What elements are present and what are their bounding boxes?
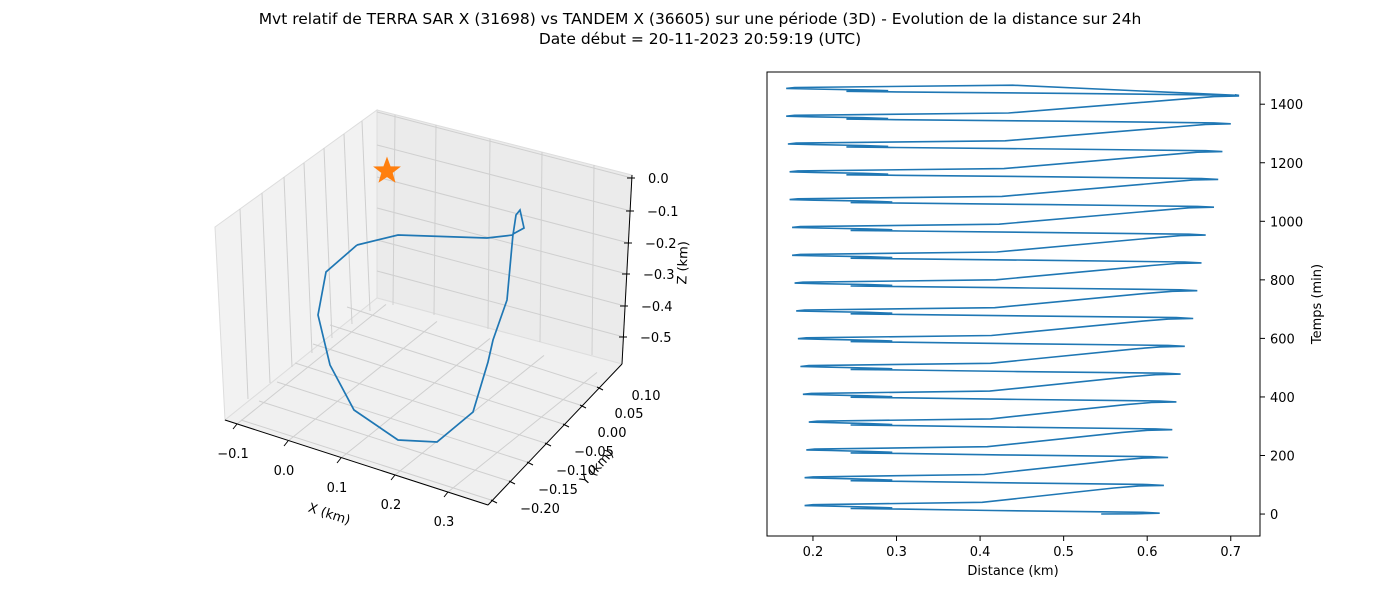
x-tick-label-2d: 0.2 [803, 545, 824, 560]
z-grid-3d [376, 144, 632, 212]
x-grid-3d [287, 321, 438, 442]
x-tick-label-3d: 0.0 [274, 464, 295, 479]
y-tick-label-3d: −0.15 [538, 483, 578, 498]
z-grid-3d [376, 239, 626, 307]
y-tick-label-3d: 0.10 [632, 389, 661, 404]
y-tick-3d [596, 386, 604, 391]
x-tick-3d [443, 491, 449, 498]
y-tick-label-2d: 600 [1270, 332, 1295, 347]
y-tick-3d [490, 499, 498, 504]
y-tick-label-3d: 0.05 [615, 407, 644, 422]
y-grid-3d [276, 381, 528, 463]
z-grid-3d [376, 270, 625, 338]
x-tick-label-2d: 0.7 [1220, 545, 1241, 560]
y-tick-label-2d: 200 [1270, 449, 1295, 464]
x-grid-3d [236, 304, 387, 425]
pane-grid-3d [433, 124, 437, 316]
x-tick-label-2d: 0.6 [1137, 545, 1158, 560]
pane-grid-3d [283, 176, 293, 368]
plot-2d-frame [766, 71, 1261, 537]
z-tick-label-3d: 0.0 [648, 172, 669, 187]
z-tick-label-3d: −0.4 [641, 300, 673, 315]
x-tick-label-3d: −0.1 [217, 447, 249, 462]
origin-star-marker [373, 156, 401, 183]
pane-grid-3d [323, 147, 333, 339]
ticks-3d: −0.10.00.10.20.3−0.20−0.15−0.10−0.050.00… [217, 172, 678, 530]
y-tick-3d [579, 404, 587, 409]
chart-title-line1: Mvt relatif de TERRA SAR X (31698) vs TA… [258, 10, 1142, 28]
z-axis-label-3d: Z (km) [675, 241, 692, 285]
plot-3d-trajectory: −0.10.00.10.20.3−0.20−0.15−0.10−0.050.00… [214, 109, 692, 530]
pane-grid-3d [487, 138, 491, 330]
trajectory-3d-line [317, 208, 525, 443]
pane-grid-3d [539, 151, 543, 343]
y-tick-label-2d: 1000 [1270, 215, 1303, 230]
pane-grid-3d [239, 208, 249, 400]
y-tick-label-3d: −0.05 [574, 445, 614, 460]
x-tick-label-3d: 0.2 [381, 498, 402, 513]
y-tick-3d [562, 423, 570, 428]
ticks-2d: 0.2 0.3 0.4 0.5 0.6 0.7 0 200 400 600 800 1000 1200 1… [803, 98, 1303, 560]
z-tick-label-3d: −0.5 [640, 331, 672, 346]
y-tick-label-3d: 0.00 [598, 426, 627, 441]
y-tick-3d [526, 461, 534, 466]
pane-grid-3d [303, 162, 313, 354]
y-grid-3d [312, 343, 564, 425]
y-tick-label-3d: −0.20 [520, 502, 560, 517]
x-tick-label-2d: 0.5 [1053, 545, 1074, 560]
distance-time-line [786, 84, 1240, 515]
y-tick-label-2d: 1400 [1270, 98, 1303, 113]
x-tick-label-2d: 0.3 [886, 545, 907, 560]
y-grid-3d [240, 419, 492, 501]
x-tick-3d [390, 474, 396, 481]
x-axis-label-3d: X (km) [306, 501, 352, 529]
y-grid-3d [258, 400, 510, 482]
pane-grid-3d [591, 164, 595, 356]
x-grid-3d [340, 338, 491, 459]
pane-grid-3d [361, 120, 371, 312]
x-tick-label-2d: 0.4 [970, 545, 991, 560]
pane-grid-3d [343, 133, 353, 325]
y-grid-3d [346, 306, 598, 388]
z-grid-3d [376, 176, 630, 244]
y-tick-label-2d: 1200 [1270, 157, 1303, 172]
pane-grid-3d [261, 192, 271, 384]
y-axis-label-2d: Temps (min) [1310, 264, 1325, 345]
y-tick-label-2d: 0 [1270, 508, 1278, 523]
y-tick-label-3d: −0.10 [556, 464, 596, 479]
z-tick-label-3d: −0.2 [645, 237, 677, 252]
x-tick-3d [283, 440, 289, 447]
z-tick-label-3d: −0.3 [643, 268, 675, 283]
z-grid-3d [376, 111, 633, 179]
y-tick-3d [544, 442, 552, 447]
z-tick-label-3d: −0.1 [647, 205, 679, 220]
y-tick-label-2d: 400 [1270, 391, 1295, 406]
y-grid-3d [329, 324, 581, 406]
x-tick-3d [336, 457, 342, 464]
x-grid-3d [447, 372, 598, 493]
x-axis-label-2d: Distance (km) [967, 564, 1058, 579]
x-tick-label-3d: 0.1 [327, 481, 348, 496]
chart-title-line2: Date début = 20-11-2023 20:59:19 (UTC) [538, 30, 862, 48]
pane-grid-3d [392, 114, 396, 306]
z-grid-3d [376, 207, 628, 275]
y-tick-3d [508, 480, 516, 485]
y-tick-label-2d: 800 [1270, 274, 1295, 289]
x-tick-3d [232, 423, 238, 430]
x-tick-label-3d: 0.3 [434, 515, 455, 530]
